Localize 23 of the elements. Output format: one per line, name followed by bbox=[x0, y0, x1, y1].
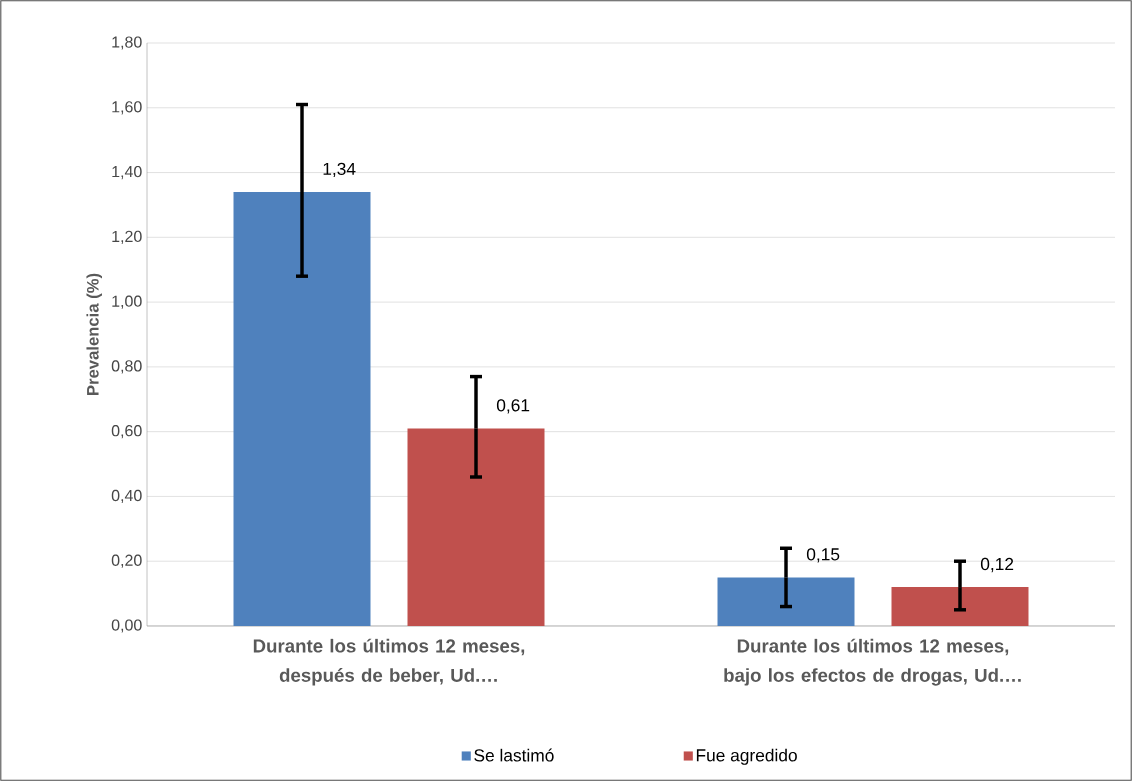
y-tick-label: 0,80 bbox=[111, 360, 142, 374]
y-tick-label: 0,40 bbox=[111, 489, 142, 504]
y-tick-label: 1,60 bbox=[112, 101, 142, 115]
bar bbox=[233, 191, 371, 626]
data-label: 0,15 bbox=[806, 548, 840, 563]
legend-label: Fue agredido bbox=[696, 748, 797, 765]
y-tick-label: 1,80 bbox=[112, 36, 142, 50]
x-tick-label: Durante los últimos 12 meses, bajo los efectos de drogas, Ud.… bbox=[724, 638, 1021, 686]
data-label: 0,12 bbox=[980, 557, 1014, 573]
bar bbox=[407, 428, 545, 626]
legend-label: Se lastimó bbox=[474, 748, 554, 762]
bar bbox=[891, 587, 1029, 626]
data-label: 1,34 bbox=[323, 162, 356, 178]
y-tick-label: 0,20 bbox=[111, 554, 142, 568]
y-tick-label: 1,40 bbox=[112, 165, 142, 180]
data-label: 0,61 bbox=[496, 399, 530, 414]
y-tick-label: 0,00 bbox=[111, 619, 142, 633]
y-tick-label: 1,00 bbox=[112, 295, 142, 309]
bar bbox=[717, 577, 855, 626]
y-axis-title: Prevalencia (%) bbox=[86, 273, 102, 395]
x-tick-label: Durante los últimos 12 meses, después de beber, Ud.… bbox=[253, 638, 525, 686]
y-tick-label: 1,20 bbox=[112, 230, 142, 244]
y-tick-label: 0,60 bbox=[111, 425, 142, 439]
